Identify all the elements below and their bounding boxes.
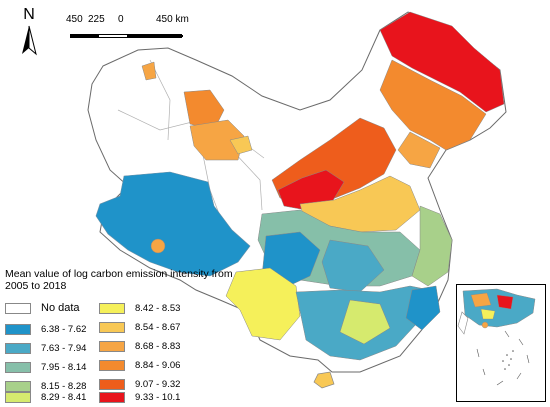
region-east-coast	[411, 205, 453, 287]
legend-swatch-2	[5, 342, 31, 354]
legend-item-3: 7.95 - 8.14	[5, 361, 86, 373]
region-xj-3	[141, 61, 157, 81]
scale-tick-3: 0	[118, 14, 124, 25]
legend-item-10: 9.07 - 9.32	[99, 378, 180, 390]
region-tibet	[95, 171, 251, 277]
region-xj-2	[189, 119, 245, 161]
legend-label-2: 7.63 - 7.94	[41, 342, 87, 354]
region-southeast	[405, 285, 441, 331]
legend-title: Mean value of log carbon emission intens…	[5, 268, 233, 292]
region-xj-4	[229, 135, 253, 155]
legend-label-8: 8.68 - 8.83	[135, 340, 181, 352]
south-china-sea-inset	[456, 284, 546, 402]
region-north-red	[277, 169, 345, 211]
scale-tick-2: 225	[88, 14, 105, 25]
legend-label-3: 7.95 - 8.14	[41, 361, 87, 373]
legend-label-nodata: No data	[41, 302, 80, 314]
legend-swatch-1	[5, 323, 31, 335]
scale-bar-rule	[70, 34, 183, 38]
legend-item-6: 8.42 - 8.53	[99, 302, 180, 314]
north-letter: N	[23, 6, 35, 23]
scale-seg-3	[127, 35, 183, 37]
north-arrow: N	[14, 6, 44, 58]
scale-seg-1	[71, 35, 99, 37]
legend-item-4: 8.15 - 8.28	[5, 380, 86, 392]
legend-swatch-5	[5, 391, 31, 403]
legend-swatch-10	[99, 378, 125, 390]
region-hainan	[313, 371, 335, 389]
legend-item-1: 6.38 - 7.62	[5, 323, 86, 335]
legend-label-6: 8.42 - 8.53	[135, 302, 181, 314]
legend-swatch-7	[99, 321, 125, 333]
region-northeast-low	[397, 131, 441, 169]
legend-swatch-3	[5, 361, 31, 373]
legend-label-11: 9.33 - 10.1	[135, 391, 181, 403]
legend-swatch-nodata	[5, 302, 31, 314]
region-southwest	[225, 267, 301, 341]
legend-label-7: 8.54 - 8.67	[135, 321, 181, 333]
legend-swatch-11	[99, 391, 125, 403]
legend-item-7: 8.54 - 8.67	[99, 321, 180, 333]
legend-label-10: 9.07 - 9.32	[135, 378, 181, 390]
region-south-yellow	[339, 299, 391, 345]
legend-item-nodata: No data	[5, 302, 80, 314]
north-arrow-icon	[22, 25, 37, 56]
legend-swatch-9	[99, 359, 125, 371]
map-legend: Mean value of log carbon emission intens…	[3, 268, 233, 404]
legend-swatch-8	[99, 340, 125, 352]
scale-seg-2	[99, 35, 127, 37]
legend-item-2: 7.63 - 7.94	[5, 342, 86, 354]
scale-tick-4: 450 km	[156, 14, 189, 25]
legend-swatch-4	[5, 380, 31, 392]
inset-map	[462, 288, 536, 386]
legend-label-9: 8.84 - 9.06	[135, 359, 181, 371]
legend-item-11: 9.33 - 10.1	[99, 391, 180, 403]
legend-item-5: 8.29 - 8.41	[5, 391, 86, 403]
scale-bar: 450 225 0 450 km	[66, 14, 206, 44]
legend-item-8: 8.68 - 8.83	[99, 340, 180, 352]
region-northeast-top	[379, 11, 505, 113]
legend-label-4: 8.15 - 8.28	[41, 380, 87, 392]
legend-swatch-6	[99, 302, 125, 314]
legend-label-5: 8.29 - 8.41	[41, 391, 87, 403]
legend-item-9: 8.84 - 9.06	[99, 359, 180, 371]
scale-tick-1: 450	[66, 14, 83, 25]
region-lhasa	[150, 238, 166, 254]
region-northeast-mid	[379, 59, 487, 151]
legend-label-1: 6.38 - 7.62	[41, 323, 87, 335]
region-xj-1	[183, 89, 225, 131]
